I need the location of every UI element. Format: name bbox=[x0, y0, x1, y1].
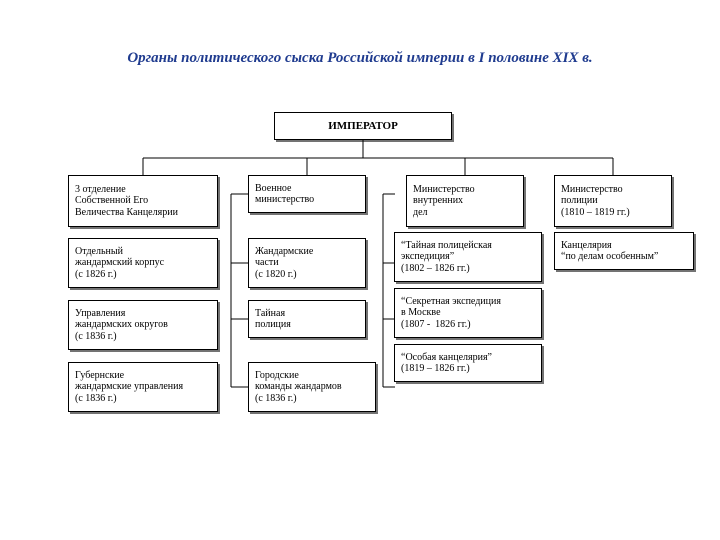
node-gendarme-corps: Отдельныйжандармский корпус(с 1826 г.) bbox=[68, 238, 218, 288]
node-secret-police: Тайнаяполиция bbox=[248, 300, 366, 338]
node-emperor: ИМПЕРАТОР bbox=[274, 112, 452, 140]
node-3rd-section: 3 отделениеСобственной ЕгоВеличества Кан… bbox=[68, 175, 218, 227]
node-gendarme-units: Жандармскиечасти(с 1820 г.) bbox=[248, 238, 366, 288]
node-gubernia-gendarme: Губернскиежандармские управления(с 1836 … bbox=[68, 362, 218, 412]
node-special-affairs: Канцелярия“по делам особенным” bbox=[554, 232, 694, 270]
node-war-ministry: Военноеминистерство bbox=[248, 175, 366, 213]
node-moscow-expedition: “Секретная экспедицияв Москве(1807 - 182… bbox=[394, 288, 542, 338]
diagram-stage: Органы политического сыска Российской им… bbox=[0, 0, 720, 540]
node-police-ministry: Министерствополиции(1810 – 1819 гг.) bbox=[554, 175, 672, 227]
node-city-gendarmes: Городскиекоманды жандармов(с 1836 г.) bbox=[248, 362, 376, 412]
node-gendarme-districts: Управленияжандармских округов(с 1836 г.) bbox=[68, 300, 218, 350]
node-mvd: Министерствовнутреннихдел bbox=[406, 175, 524, 227]
page-title: Органы политического сыска Российской им… bbox=[0, 50, 720, 67]
node-secret-expedition: “Тайная полицейскаяэкспедиция”(1802 – 18… bbox=[394, 232, 542, 282]
node-special-chancery: “Особая канцелярия”(1819 – 1826 гг.) bbox=[394, 344, 542, 382]
